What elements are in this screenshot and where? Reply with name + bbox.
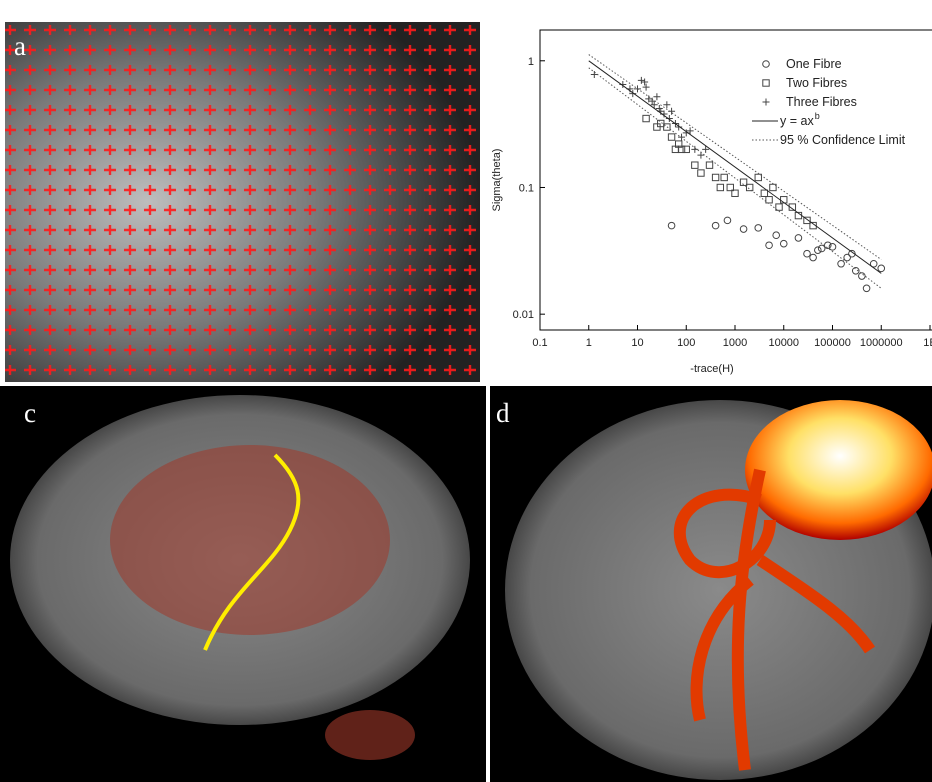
x-axis-label: -trace(H) bbox=[690, 363, 733, 375]
panel-label: d bbox=[496, 398, 510, 428]
panel-c: c bbox=[0, 386, 486, 782]
panel-b: b 0.1 1 10 100 1000 10000 100000 1000000 1E 0.01 0… bbox=[482, 22, 932, 382]
x-tick-label: 10 bbox=[631, 337, 643, 349]
legend-label: y = ax bbox=[780, 114, 814, 128]
panel-label: c bbox=[24, 398, 36, 428]
x-tick-label: 1000000 bbox=[860, 337, 903, 349]
x-tick-label: 1E bbox=[923, 337, 932, 349]
y-tick-label: 0.1 bbox=[519, 182, 534, 194]
x-tick-label: 1 bbox=[586, 337, 592, 349]
activation-overlay bbox=[110, 445, 390, 635]
legend-label-superscript: b bbox=[815, 111, 820, 121]
x-tick-label: 1000 bbox=[723, 337, 747, 349]
x-tick-label: 0.1 bbox=[532, 337, 547, 349]
legend-label: 95 % Confidence Limit bbox=[780, 133, 906, 147]
legend-label: Three Fibres bbox=[786, 95, 857, 109]
x-tick-label: 100000 bbox=[814, 337, 851, 349]
legend-label: One Fibre bbox=[786, 57, 842, 71]
panel-a: a bbox=[5, 22, 480, 382]
legend-label: Two Fibres bbox=[786, 76, 847, 90]
y-tick-label: 0.01 bbox=[513, 309, 534, 321]
chart-background bbox=[482, 22, 932, 382]
glyph-field bbox=[5, 22, 480, 382]
figure: a b 0.1 1 10 100 1000 10000 100000 1000000 1E 0.0… bbox=[0, 0, 932, 782]
x-tick-label: 10000 bbox=[768, 337, 799, 349]
page: a b 0.1 1 10 100 1000 10000 100000 1000000 1E 0.0… bbox=[0, 0, 932, 782]
tract-density bbox=[745, 400, 932, 540]
activation-overlay bbox=[325, 710, 415, 760]
panel-label: a bbox=[14, 31, 26, 61]
panel-d: d bbox=[490, 386, 932, 782]
x-tick-label: 100 bbox=[677, 337, 695, 349]
y-tick-label: 1 bbox=[528, 56, 534, 68]
y-axis-label: Sigma(theta) bbox=[491, 149, 503, 212]
